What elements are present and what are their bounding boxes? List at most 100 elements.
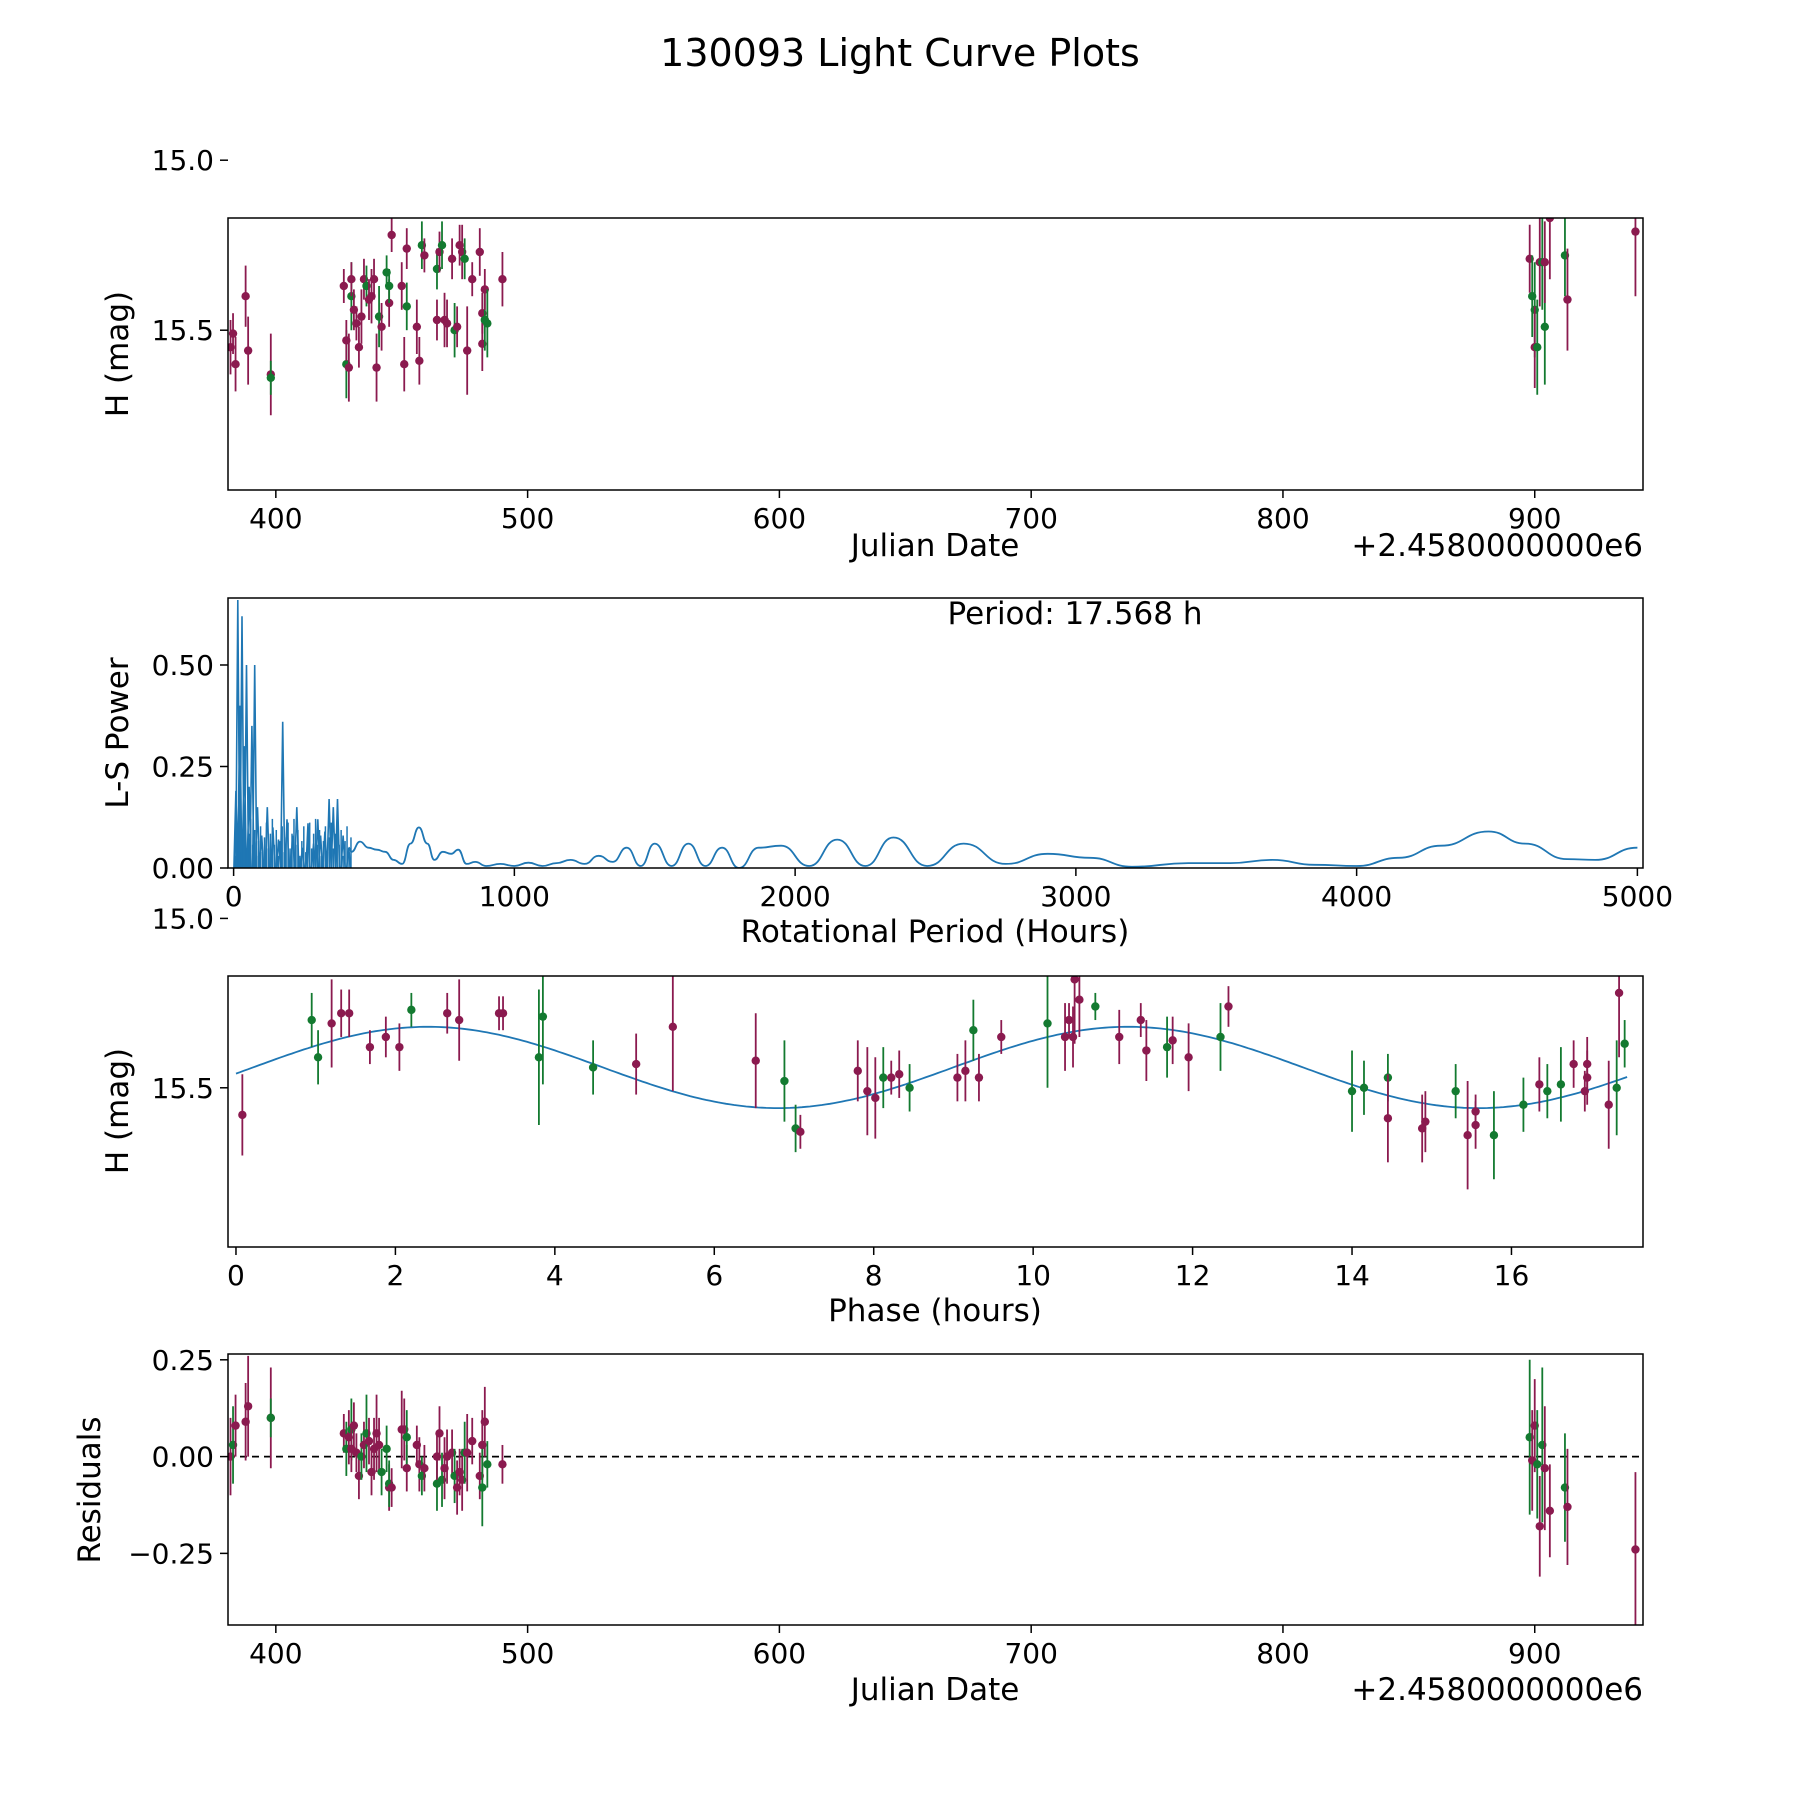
- residuals-ytick-label: 0.25: [152, 1344, 214, 1377]
- phase-folded-data-point: [337, 1009, 346, 1018]
- phase-folded-xtick-label: 16: [1494, 1259, 1530, 1292]
- periodogram-ytick-label: 0.25: [152, 750, 214, 783]
- phase-folded-data-point: [238, 1110, 247, 1120]
- phase-folded-axes-frame: [227, 975, 1644, 1248]
- light-curve-data-point: [339, 281, 349, 291]
- light-curve-data-point: [452, 322, 462, 331]
- phase-folded-data-point: [1060, 1032, 1070, 1042]
- light-curve-data-point: [442, 319, 452, 328]
- light-curve-data-point: [1533, 343, 1542, 352]
- periodogram-spikes: [233, 599, 352, 868]
- light-curve-data-point: [384, 281, 394, 291]
- figure-title: 130093 Light Curve Plots: [660, 31, 1140, 75]
- periodogram-xtick-label: 2000: [759, 880, 830, 913]
- light-curve-data-point: [498, 275, 507, 284]
- residuals-ylabel: Residuals: [72, 1416, 108, 1563]
- light-curve-data-point: [1563, 295, 1572, 304]
- phase-folded-data-point: [751, 1056, 760, 1065]
- phase-folded-data-point: [1142, 1046, 1151, 1055]
- phase-folded-data-point: [588, 1063, 598, 1072]
- periodogram-curve: [348, 826, 1638, 868]
- phase-folded-xtick-label: 14: [1334, 1259, 1370, 1292]
- light-curve-xlabel: Julian Date: [849, 528, 1020, 564]
- light-curve-panel: Julian Date H (mag) +2.4580000000e6 400 5…: [100, 144, 1644, 564]
- light-curve-data-point: [402, 244, 411, 253]
- light-curve-data-point: [377, 322, 386, 331]
- residuals-data-point: [435, 1429, 444, 1438]
- periodogram-plot-area: [233, 599, 1638, 868]
- phase-folded-xtick-label: 0: [227, 1259, 245, 1292]
- phase-folded-data-point: [1421, 1117, 1430, 1126]
- light-curve-data-point: [400, 360, 409, 369]
- periodogram-xtick-label: 5000: [1602, 880, 1673, 913]
- phase-folded-data-point: [1068, 1032, 1078, 1042]
- light-curve-data-point: [241, 292, 250, 301]
- periodogram-xtick-label: 3000: [1040, 880, 1111, 913]
- residuals-data-point: [382, 1444, 391, 1454]
- phase-folded-data-point: [454, 1015, 464, 1025]
- light-curve-xtick-label: 500: [501, 502, 554, 535]
- light-curve-data-point: [437, 241, 447, 250]
- light-curve-data-point: [483, 319, 492, 328]
- residuals-data-point: [364, 1436, 374, 1446]
- light-curve-data-point: [243, 346, 253, 355]
- phase-folded-data-point: [1347, 1086, 1357, 1096]
- light-curve-ytick-label: 15.0: [152, 144, 214, 177]
- phase-folded-data-point: [953, 1073, 962, 1082]
- light-curve-data-point: [231, 360, 240, 369]
- periodogram-xtick-label: 4000: [1321, 880, 1392, 913]
- phase-folded-data-point: [307, 1015, 316, 1025]
- residuals-data-point: [462, 1448, 472, 1457]
- phase-folded-data-point: [1184, 1053, 1193, 1062]
- model-curve: [235, 1025, 1628, 1109]
- residuals-data-point: [1563, 1502, 1572, 1512]
- residuals-data-point: [377, 1467, 386, 1477]
- periodogram-ytick-label: 0.00: [152, 852, 214, 885]
- phase-folded-xtick-label: 8: [865, 1259, 883, 1292]
- phase-folded-data-point: [1091, 1002, 1100, 1011]
- light-curve-data-point: [1545, 218, 1555, 223]
- phase-folded-data-point: [853, 1066, 862, 1076]
- light-curve-data-point: [402, 302, 411, 311]
- phase-folded-data-point: [534, 1053, 544, 1062]
- phase-folded-data-point: [1612, 1083, 1621, 1092]
- light-curve-data-point: [369, 275, 379, 284]
- light-curve-data-point: [460, 254, 469, 263]
- light-curve-data-point: [357, 312, 366, 321]
- light-curve-ytick-label: 15.5: [152, 314, 214, 347]
- light-curve-ylabel: H (mag): [100, 291, 136, 417]
- phase-folded-data-point: [905, 1083, 914, 1092]
- light-curve-xtick-label: 600: [753, 502, 806, 535]
- phase-folded-data-point: [1620, 1039, 1629, 1048]
- phase-folded-xtick-label: 12: [1175, 1259, 1211, 1292]
- phase-ylabel: H (mag): [100, 1048, 136, 1174]
- residuals-axes-frame: [227, 1353, 1644, 1626]
- light-curve-plot-area: [228, 218, 1640, 416]
- phase-folded-data-point: [1519, 1100, 1528, 1109]
- phase-folded-data-point: [538, 1012, 548, 1021]
- phase-folded-data-point: [1064, 1015, 1074, 1025]
- residuals-data-point: [498, 1460, 507, 1469]
- phase-folded-data-point: [974, 1073, 984, 1082]
- residuals-ytick-label: −0.25: [128, 1537, 214, 1570]
- phase-folded-data-point: [1489, 1131, 1499, 1140]
- periodogram-xlabel: Rotational Period (Hours): [741, 914, 1130, 950]
- light-curve-data-point: [420, 251, 429, 260]
- residuals-xtick-label: 500: [501, 1637, 554, 1670]
- phase-folded-data-point: [344, 1009, 354, 1018]
- residuals-data-point: [1631, 1545, 1640, 1554]
- phase-folded-data-point: [498, 1009, 508, 1018]
- phase-folded-data-point: [1582, 1059, 1592, 1069]
- phase-folded-ytick-label: 15.0: [152, 902, 214, 935]
- residuals-xtick-label: 800: [1256, 1637, 1309, 1670]
- light-curve-data-point: [1631, 227, 1640, 236]
- phase-folded-data-point: [1070, 976, 1079, 984]
- phase-folded-data-point: [1451, 1086, 1460, 1096]
- periodogram-axes-frame: [227, 597, 1644, 869]
- light-curve-xtick-label: 700: [1004, 502, 1057, 535]
- residuals-data-point: [1535, 1522, 1544, 1531]
- residuals-data-point: [349, 1421, 359, 1430]
- phase-folded-data-point: [1043, 1019, 1052, 1028]
- phase-folded-data-point: [1162, 1042, 1172, 1052]
